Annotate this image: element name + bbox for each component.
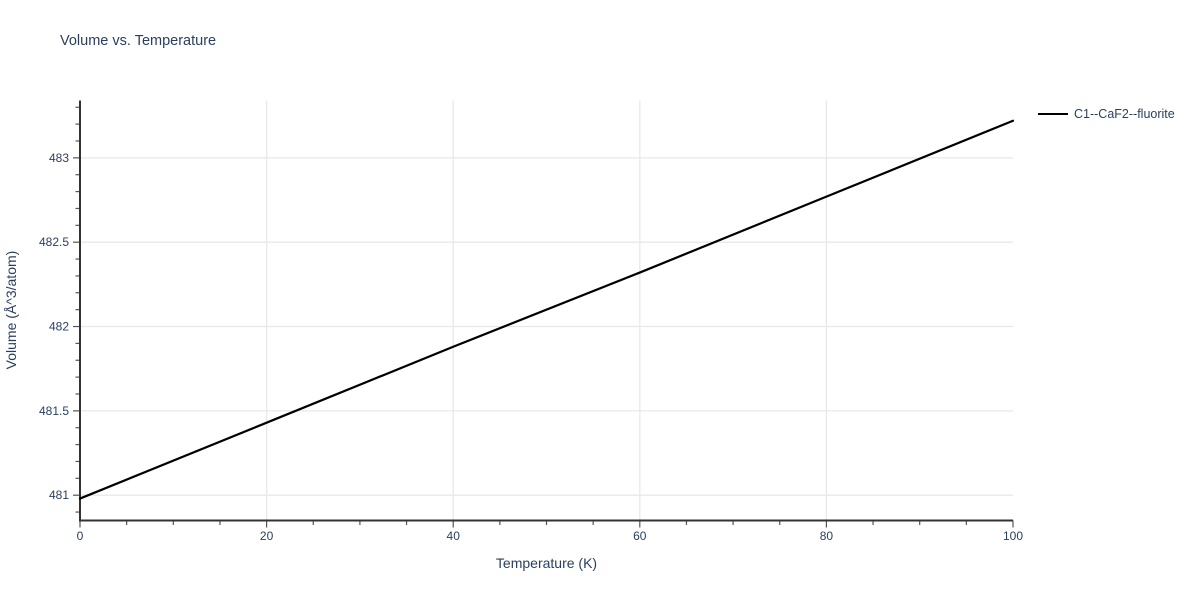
x-tick-label: 20 [260, 529, 274, 543]
x-tick-label: 40 [447, 529, 461, 543]
axis-spines [79, 100, 1013, 522]
y-tick-label: 482 [49, 320, 69, 334]
y-axis-title: Volume (Å^3/atom) [3, 250, 19, 370]
legend-line-swatch-icon [1038, 113, 1068, 115]
x-axis-title: Temperature (K) [495, 555, 598, 571]
chart-title: Volume vs. Temperature [60, 33, 217, 49]
x-tick-label: 100 [1003, 529, 1023, 543]
x-tick-label: 80 [820, 529, 834, 543]
x-tick-label: 0 [77, 529, 84, 543]
y-tick-label: 481.5 [39, 404, 69, 418]
legend-label: C1--CaF2--fluorite [1074, 107, 1175, 121]
y-tick-label: 481 [49, 488, 69, 502]
y-tick-label: 482.5 [39, 235, 69, 249]
data-line[interactable] [78, 119, 1015, 500]
legend-item[interactable]: C1--CaF2--fluorite [1038, 107, 1175, 121]
x-tick-label: 60 [633, 529, 647, 543]
y-tick-label: 483 [49, 151, 69, 165]
